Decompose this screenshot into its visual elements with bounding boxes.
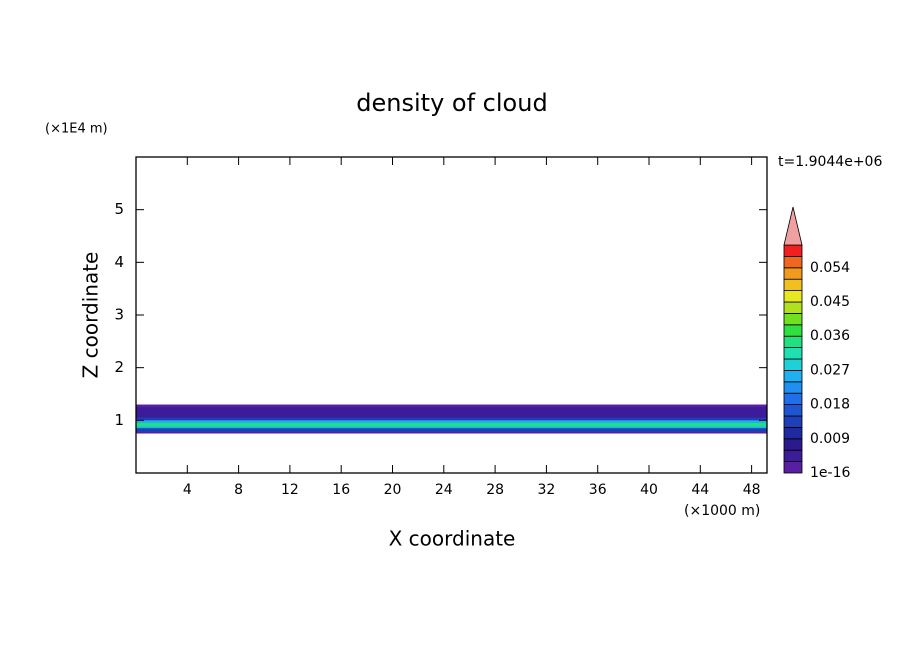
x-tick-label: 32 [537, 482, 555, 498]
colorbar-cell [783, 461, 803, 474]
x-tick-label: 44 [691, 482, 709, 498]
y-tick-label: 5 [114, 200, 124, 218]
colorbar-tick-label: 1e-16 [810, 465, 850, 481]
x-tick-label: 40 [640, 482, 658, 498]
x-tick-label: 4 [183, 482, 192, 498]
x-tick-label: 20 [384, 482, 402, 498]
x-unit: (×1000 m) [684, 503, 760, 519]
colorbar-tick-label: 0.054 [810, 260, 850, 276]
colorbar-cell [783, 369, 803, 383]
colorbar-tick-label: 0.009 [810, 431, 850, 447]
contour-band [136, 422, 767, 427]
colorbar-cell [783, 347, 803, 360]
colorbar-cell [783, 415, 803, 428]
colorbar-cell [783, 358, 803, 371]
x-tick-label: 24 [435, 482, 453, 498]
colorbar-tick-label: 0.045 [810, 294, 850, 310]
colorbar-cell [783, 449, 803, 463]
x-axis-label: X coordinate [389, 527, 516, 551]
colorbar-cell [783, 312, 803, 326]
x-tick-label: 12 [281, 482, 299, 498]
colorbar-tick-label: 0.027 [810, 362, 850, 378]
colorbar-cell [783, 244, 803, 257]
y-tick-label: 1 [114, 411, 124, 429]
x-tick-label: 16 [332, 482, 350, 498]
y-axis-label: Z coordinate [79, 252, 103, 379]
colorbar-cell [783, 290, 803, 303]
colorbar-cell [783, 426, 803, 440]
x-tick-label: 28 [486, 482, 504, 498]
colorbar-cell [783, 438, 803, 451]
colorbar-tick-label: 0.036 [810, 328, 850, 344]
y-unit: (×1E4 m) [45, 122, 108, 137]
colorbar-cell [783, 267, 803, 280]
x-tick-label: 36 [589, 482, 607, 498]
time-label: t=1.9044e+06 [778, 154, 882, 170]
x-tick-label: 48 [743, 482, 761, 498]
colorbar-cell [783, 301, 803, 314]
colorbar-cell [783, 392, 803, 406]
colorbar-cell [783, 278, 803, 292]
colorbar-cell [783, 335, 803, 349]
colorbar-cell [783, 404, 803, 417]
colorbar-cell [783, 324, 803, 337]
colorbar-cell [783, 255, 803, 269]
y-tick-label: 2 [114, 358, 124, 376]
colorbar-cell [783, 381, 803, 394]
colorbar-extension [783, 206, 803, 246]
colorbar-tick-label: 0.018 [810, 397, 850, 413]
contour-band [136, 407, 767, 418]
y-tick-label: 3 [114, 306, 124, 324]
chart-title: density of cloud [356, 89, 547, 117]
x-tick-label: 8 [234, 482, 243, 498]
y-tick-label: 4 [114, 253, 124, 271]
